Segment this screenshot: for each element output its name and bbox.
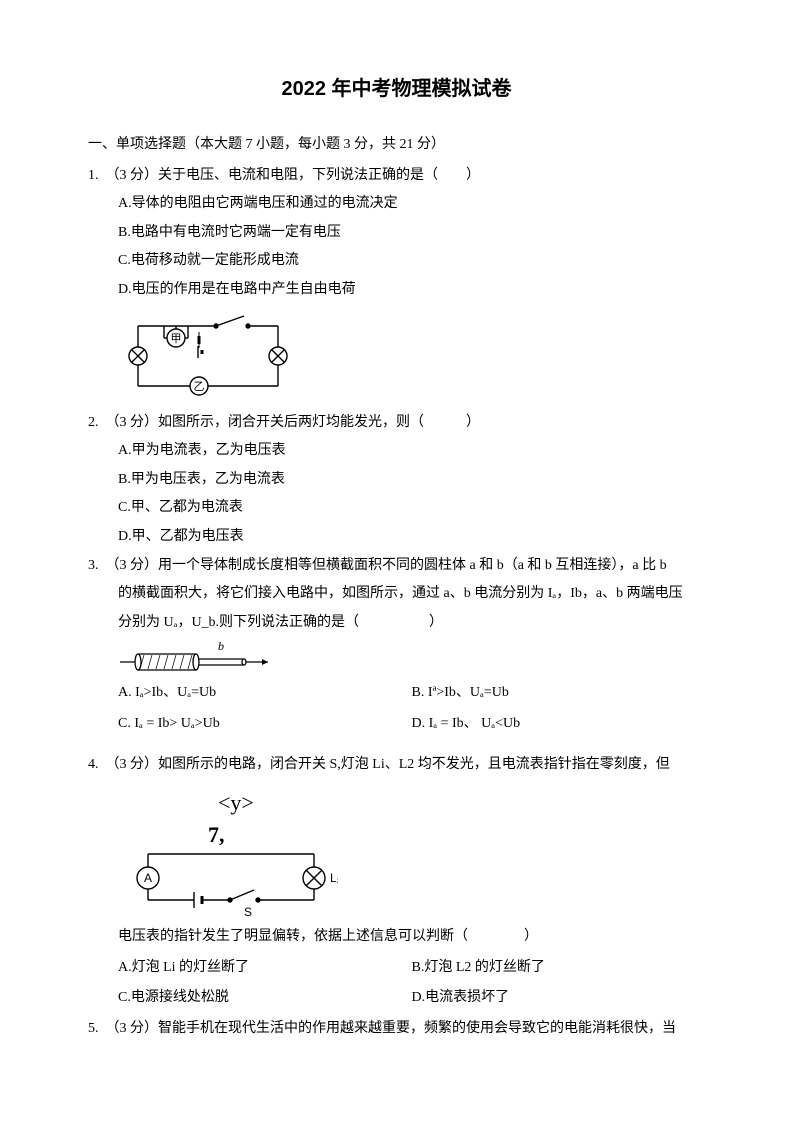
q1-option-c: C.电荷移动就一定能形成电流 bbox=[118, 248, 705, 275]
q4-option-b: B.灯泡 L2 的灯丝断了 bbox=[412, 955, 706, 982]
q3-options: A. Iₐ>Ib、Uₐ=Ub B. Iª>Ib、Uₐ=Ub C. Iₐ = Ib… bbox=[88, 678, 705, 739]
page-title: 2022 年中考物理模拟试卷 bbox=[88, 70, 705, 108]
q2-stem: 2. （3 分）如图所示，闭合开关后两灯均能发光，则（ ） bbox=[88, 410, 705, 437]
exam-page: 2022 年中考物理模拟试卷 一、单项选择题（本大题 7 小题，每小题 3 分，… bbox=[0, 0, 793, 1122]
q2-option-c: C.甲、乙都为电流表 bbox=[118, 495, 705, 522]
q2-circuit-diagram: 甲 乙 bbox=[118, 308, 705, 408]
q3-option-d: D. Iₐ = Ib、 Uₐ<Ub bbox=[412, 711, 706, 738]
q5-stem: 5. （3 分）智能手机在现代生活中的作用越来越重要，频繁的使用会导致它的电能消… bbox=[88, 1016, 705, 1043]
label-yi: 乙 bbox=[194, 380, 205, 393]
q1-option-a: A.导体的电阻由它两端电压和通过的电流决定 bbox=[118, 191, 705, 218]
q4-stem: 4. （3 分）如图所示的电路，闭合开关 S,灯泡 Li、L2 均不发光，且电流… bbox=[88, 752, 705, 779]
label-switch: S bbox=[244, 905, 252, 919]
label-jia: 甲 bbox=[171, 333, 182, 345]
section-heading: 一、单项选择题（本大题 7 小题，每小题 3 分，共 21 分） bbox=[88, 132, 705, 159]
q2-option-b: B.甲为电压表，乙为电流表 bbox=[118, 467, 705, 494]
q3-stem-2: 的横截面积大，将它们接入电路中，如图所示，通过 a、b 电流分别为 Iₐ，Ib，… bbox=[88, 581, 705, 608]
q4-continuation: 电压表的指针发生了明显偏转，依据上述信息可以判断（ ） bbox=[88, 924, 705, 951]
label-y: <y> bbox=[218, 790, 254, 815]
q3-option-c: C. Iₐ = Ib> Uₐ>Ub bbox=[118, 711, 412, 738]
label-ammeter: A bbox=[144, 871, 152, 885]
label-squiggle: 7, bbox=[208, 822, 225, 847]
q3-stem-1: 3. （3 分）用一个导体制成长度相等但横截面积不同的圆柱体 a 和 b（a 和… bbox=[88, 553, 705, 580]
q1-stem: 1. （3 分）关于电压、电流和电阻，下列说法正确的是（ ） bbox=[88, 163, 705, 190]
q4-option-a: A.灯泡 Li 的灯丝断了 bbox=[118, 955, 412, 982]
q4-options: A.灯泡 Li 的灯丝断了 B.灯泡 L2 的灯丝断了 C.电源接线处松脱 D.… bbox=[88, 953, 705, 1014]
q1-option-b: B.电路中有电流时它两端一定有电压 bbox=[118, 220, 705, 247]
q4-option-c: C.电源接线处松脱 bbox=[118, 985, 412, 1012]
q3-stem-3: 分别为 Uₐ，U_b.则下列说法正确的是（ ） bbox=[88, 610, 705, 637]
q1-option-d: D.电压的作用是在电路中产生自由电荷 bbox=[118, 277, 705, 304]
q2-option-d: D.甲、乙都为电压表 bbox=[118, 524, 705, 551]
label-b: b bbox=[218, 640, 224, 653]
q3-conductor-diagram: b bbox=[118, 640, 705, 676]
q2-option-a: A.甲为电流表，乙为电压表 bbox=[118, 438, 705, 465]
label-l2: L₂ bbox=[330, 871, 338, 885]
q3-option-a: A. Iₐ>Ib、Uₐ=Ub bbox=[118, 680, 412, 707]
q4-circuit-diagram: <y> 7, bbox=[118, 782, 705, 922]
q3-option-b: B. Iª>Ib、Uₐ=Ub bbox=[412, 680, 706, 707]
q4-option-d: D.电流表损坏了 bbox=[412, 985, 706, 1012]
q1-options: A.导体的电阻由它两端电压和通过的电流决定 B.电路中有电流时它两端一定有电压 … bbox=[88, 191, 705, 303]
q2-options: A.甲为电流表，乙为电压表 B.甲为电压表，乙为电流表 C.甲、乙都为电流表 D… bbox=[88, 438, 705, 550]
